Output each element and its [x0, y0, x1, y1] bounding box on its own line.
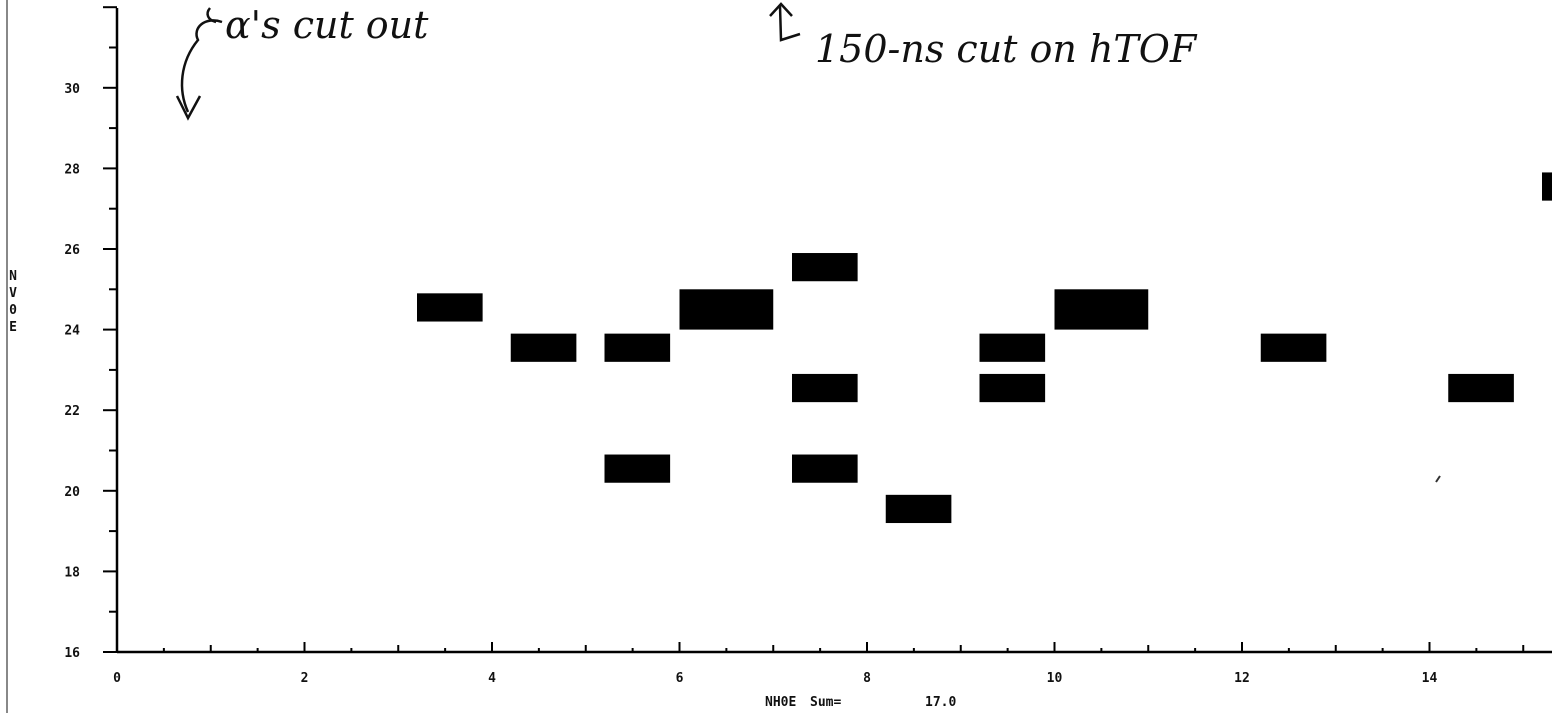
annotation-bracket	[778, 5, 801, 42]
histogram-bin	[510, 333, 577, 362]
y-axis-title-letter: N	[9, 269, 17, 284]
ticks-group	[103, 6, 1525, 653]
y-tick-label: 30	[64, 82, 80, 97]
y-axis-title-letter: V	[9, 286, 17, 301]
annotation-arrow-head	[175, 95, 202, 121]
annotation-arrow-curve	[180, 19, 223, 113]
histogram-bin	[679, 289, 774, 330]
y-axis-title-letter: E	[9, 320, 17, 335]
y-tick-label: 24	[64, 324, 80, 339]
x-tick-label: 2	[301, 671, 309, 686]
y-axis-title-letter: 0	[9, 303, 17, 318]
y-tick-label: 26	[64, 243, 80, 258]
histogram-bin	[1260, 333, 1327, 362]
y-axis-title: NV 0 E	[9, 269, 17, 335]
histogram-bin	[604, 454, 671, 483]
pen-mark	[1435, 475, 1441, 483]
sum-label: Sum=	[810, 695, 841, 710]
x-tick-label: 10	[1047, 671, 1063, 686]
x-tick-label: 4	[488, 671, 496, 686]
y-tick-label: 16	[64, 646, 80, 661]
histogram-bin	[604, 333, 671, 362]
annotation-brace	[206, 7, 217, 24]
x-tick-label: 12	[1234, 671, 1250, 686]
x-tick-label: 6	[676, 671, 684, 686]
annotation-alpha-cut: α's cut out	[225, 3, 429, 47]
histogram-bin	[417, 293, 483, 322]
y-tick-label: 28	[64, 162, 80, 177]
y-tick-label: 22	[64, 404, 80, 419]
x-tick-label: 8	[863, 671, 871, 686]
histogram-bin	[1542, 172, 1552, 201]
histogram-bin	[792, 454, 858, 483]
histogram-bin	[1448, 373, 1514, 403]
histogram-bin	[885, 494, 952, 524]
x-tick-label: 0	[113, 671, 121, 686]
x-tick-label: 14	[1422, 671, 1438, 686]
histogram-bin	[979, 333, 1046, 362]
x-axis-title: NH0E	[765, 695, 796, 710]
y-tick-label: 18	[64, 565, 80, 580]
histogram-bin	[792, 373, 858, 403]
annotation-ns-cut: 150-ns cut on hTOF	[815, 27, 1198, 71]
sum-value: 17.0	[925, 695, 956, 710]
annotation-bracket-arrow	[769, 2, 793, 17]
histogram-bin	[1054, 289, 1149, 330]
histogram-bin	[979, 373, 1046, 403]
histogram-bin	[792, 253, 858, 282]
bins-group	[417, 172, 1552, 524]
y-tick-label: 20	[64, 485, 80, 500]
